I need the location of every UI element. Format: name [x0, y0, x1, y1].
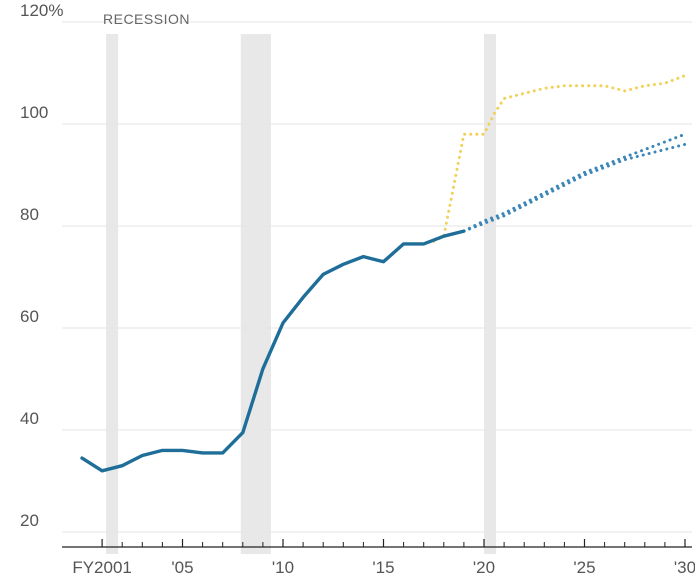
- x-tick-label: '25: [573, 558, 595, 577]
- recession-band-0: [106, 34, 119, 554]
- x-tick-label: '30: [674, 558, 695, 577]
- x-tick-label: '20: [473, 558, 495, 577]
- recession-band-1: [240, 34, 271, 554]
- y-tick-label: 40: [20, 409, 39, 428]
- series-line-2: [462, 132, 687, 233]
- y-tick-label: 100: [20, 103, 48, 122]
- gridlines: [62, 21, 692, 533]
- series-line-1: [462, 142, 687, 233]
- recession-label: RECESSION: [103, 11, 190, 27]
- x-axis: FY2001 '05 '10 '15 '20 '25 '30: [62, 539, 695, 577]
- y-axis-labels: 20 40 60 80 100 120%: [20, 1, 63, 530]
- series-lines: [80, 74, 687, 473]
- y-tick-label: 60: [20, 307, 39, 326]
- x-tick-label: '15: [372, 558, 394, 577]
- x-tick-label: '05: [171, 558, 193, 577]
- y-tick-label: 120%: [20, 1, 63, 20]
- x-tick-label: FY2001: [72, 558, 132, 577]
- recession-bands: [106, 34, 497, 554]
- recession-band-2: [484, 34, 497, 554]
- y-tick-label: 80: [20, 205, 39, 224]
- y-tick-label: 20: [20, 511, 39, 530]
- series-line-3: [432, 74, 687, 243]
- series-line-0: [80, 229, 466, 473]
- x-tick-label: '10: [272, 558, 294, 577]
